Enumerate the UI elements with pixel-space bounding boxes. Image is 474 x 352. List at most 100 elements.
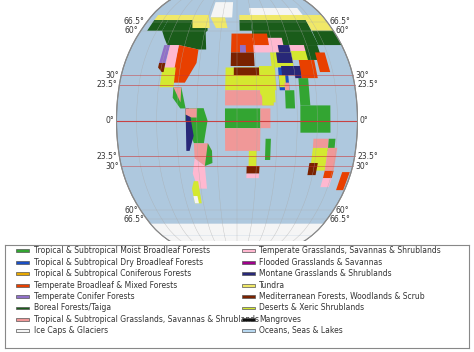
Text: 66.5°: 66.5° <box>329 18 350 26</box>
Text: 30°: 30° <box>105 162 119 170</box>
Polygon shape <box>328 139 336 151</box>
Polygon shape <box>250 15 306 20</box>
Polygon shape <box>185 108 197 118</box>
Polygon shape <box>291 51 310 60</box>
Text: Tropical & Subtropical Coniferous Forests: Tropical & Subtropical Coniferous Forest… <box>34 269 191 278</box>
FancyBboxPatch shape <box>242 295 255 298</box>
FancyBboxPatch shape <box>242 284 255 287</box>
FancyBboxPatch shape <box>16 250 29 252</box>
Text: Mediterranean Forests, Woodlands & Scrub: Mediterranean Forests, Woodlands & Scrub <box>259 292 425 301</box>
Polygon shape <box>246 174 259 178</box>
Polygon shape <box>225 128 260 151</box>
Polygon shape <box>270 52 294 68</box>
FancyBboxPatch shape <box>242 329 255 332</box>
Polygon shape <box>231 52 255 66</box>
Text: 0°: 0° <box>360 116 369 125</box>
Text: Temperate Conifer Forests: Temperate Conifer Forests <box>34 292 135 301</box>
Text: 30°: 30° <box>105 71 119 80</box>
Polygon shape <box>168 15 192 20</box>
Polygon shape <box>299 60 318 78</box>
Polygon shape <box>193 196 199 203</box>
Polygon shape <box>174 45 199 83</box>
Text: 23.5°: 23.5° <box>357 152 378 161</box>
Polygon shape <box>336 172 350 190</box>
Polygon shape <box>159 45 170 63</box>
Text: Tundra: Tundra <box>259 281 285 290</box>
Polygon shape <box>259 66 276 90</box>
Text: Mangroves: Mangroves <box>259 315 301 324</box>
Polygon shape <box>313 139 329 148</box>
Text: 66.5°: 66.5° <box>124 215 145 224</box>
Polygon shape <box>265 139 271 160</box>
Polygon shape <box>150 224 324 235</box>
Polygon shape <box>315 52 330 72</box>
Polygon shape <box>310 148 328 171</box>
FancyBboxPatch shape <box>16 284 29 287</box>
Text: Temperate Broadleaf & Mixed Forests: Temperate Broadleaf & Mixed Forests <box>34 281 177 290</box>
Polygon shape <box>186 20 208 38</box>
Polygon shape <box>160 68 176 87</box>
Text: 0°: 0° <box>105 116 114 125</box>
Polygon shape <box>225 90 273 105</box>
FancyBboxPatch shape <box>242 307 255 309</box>
Polygon shape <box>192 181 202 203</box>
Text: Deserts & Xeric Shrublands: Deserts & Xeric Shrublands <box>259 303 365 313</box>
Polygon shape <box>239 15 254 20</box>
Text: 66.5°: 66.5° <box>329 215 350 224</box>
Polygon shape <box>185 108 208 143</box>
Polygon shape <box>210 2 233 18</box>
Polygon shape <box>197 108 204 118</box>
Polygon shape <box>279 75 286 87</box>
Text: 30°: 30° <box>355 162 369 170</box>
Polygon shape <box>194 143 212 166</box>
Polygon shape <box>193 158 207 189</box>
FancyBboxPatch shape <box>16 261 29 264</box>
Polygon shape <box>308 163 318 175</box>
FancyBboxPatch shape <box>242 272 255 275</box>
Text: 60°: 60° <box>336 26 349 35</box>
FancyBboxPatch shape <box>242 318 255 321</box>
Polygon shape <box>234 68 259 75</box>
Polygon shape <box>278 45 291 52</box>
Polygon shape <box>276 52 293 63</box>
Polygon shape <box>225 68 273 90</box>
Polygon shape <box>323 171 334 178</box>
Polygon shape <box>262 93 273 105</box>
Polygon shape <box>285 90 295 108</box>
Polygon shape <box>301 105 330 133</box>
Polygon shape <box>162 20 206 50</box>
Polygon shape <box>173 87 181 102</box>
Polygon shape <box>158 63 165 72</box>
Polygon shape <box>299 78 310 105</box>
Polygon shape <box>225 108 260 128</box>
Polygon shape <box>162 235 312 243</box>
Polygon shape <box>117 0 357 243</box>
Polygon shape <box>173 87 186 108</box>
Polygon shape <box>320 178 332 187</box>
Polygon shape <box>246 166 259 174</box>
Polygon shape <box>240 45 246 52</box>
Polygon shape <box>325 148 337 171</box>
Text: 60°: 60° <box>336 206 349 215</box>
Polygon shape <box>252 33 269 45</box>
Text: Boreal Forests/Taiga: Boreal Forests/Taiga <box>34 303 111 313</box>
Polygon shape <box>303 15 333 31</box>
FancyBboxPatch shape <box>16 329 29 332</box>
Polygon shape <box>293 66 301 78</box>
Polygon shape <box>155 15 209 20</box>
Text: Montane Grasslands & Shrublands: Montane Grasslands & Shrublands <box>259 269 392 278</box>
Polygon shape <box>205 143 212 166</box>
Polygon shape <box>231 33 255 52</box>
Text: 23.5°: 23.5° <box>96 152 117 161</box>
FancyBboxPatch shape <box>242 250 255 252</box>
FancyBboxPatch shape <box>16 307 29 309</box>
Polygon shape <box>248 151 257 166</box>
Polygon shape <box>312 31 342 45</box>
Polygon shape <box>284 83 290 90</box>
Text: 66.5°: 66.5° <box>124 18 145 26</box>
Polygon shape <box>278 68 290 90</box>
Polygon shape <box>239 20 252 31</box>
Text: 60°: 60° <box>125 26 138 35</box>
FancyBboxPatch shape <box>242 261 255 264</box>
Polygon shape <box>210 18 228 28</box>
